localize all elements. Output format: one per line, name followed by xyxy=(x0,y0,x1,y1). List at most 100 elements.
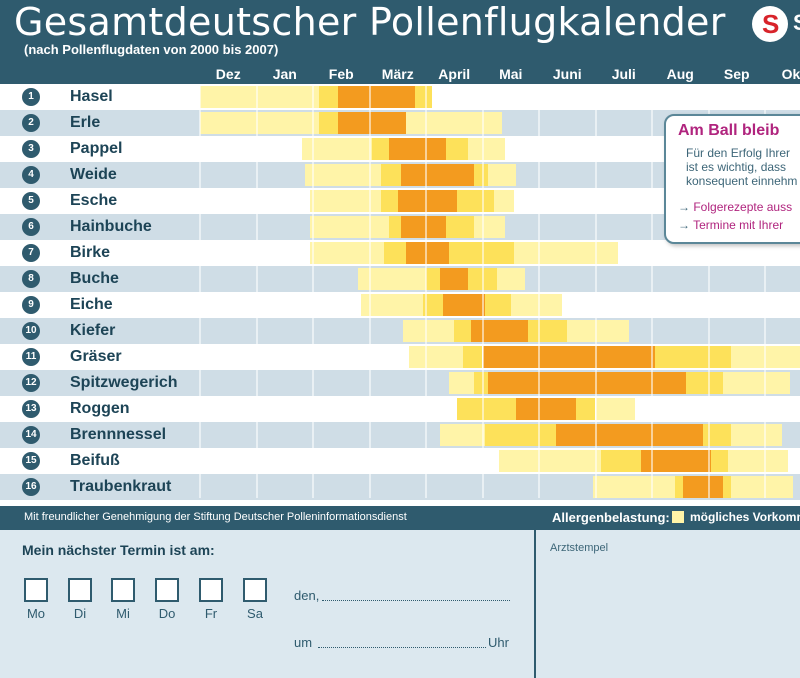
day-label-sa: Sa xyxy=(247,606,263,621)
note-line: konsequent einnehm xyxy=(686,174,798,188)
month-label: Aug xyxy=(666,66,694,82)
plant-name: Brennnessel xyxy=(70,426,167,443)
footer-band: Mit freundlicher Genehmigung der Stiftun… xyxy=(0,506,800,530)
pollen-segment-moderate xyxy=(400,216,446,238)
pollen-segment-possible xyxy=(310,216,390,238)
pollen-segment-weak xyxy=(445,216,475,238)
time-field[interactable] xyxy=(318,647,486,648)
month-gridline xyxy=(199,84,201,498)
pollen-segment-possible xyxy=(496,268,525,290)
pollen-segment-possible xyxy=(409,346,463,368)
pollen-segment-moderate xyxy=(440,268,469,290)
plant-number-badge: 4 xyxy=(22,166,40,184)
note-link-folgerezepte[interactable]: → Folgerezepte auss xyxy=(678,200,792,214)
appointment-label: Mein nächster Termin ist am: xyxy=(22,542,215,558)
logo-text: S xyxy=(793,10,800,36)
time-label: um xyxy=(294,635,313,650)
day-label-fr: Fr xyxy=(204,606,218,621)
plant-name: Roggen xyxy=(70,400,130,417)
legend-label: Allergenbelastung: xyxy=(552,510,670,525)
month-label: April xyxy=(438,66,471,82)
plant-row xyxy=(0,396,800,422)
plant-name: Hasel xyxy=(70,88,113,105)
page-subtitle: (nach Pollenflugdaten von 2000 bis 2007) xyxy=(24,42,279,57)
plant-name: Birke xyxy=(70,244,111,261)
day-checkbox-di[interactable] xyxy=(68,578,92,602)
note-body: Für den Erfolg Ihrer ist es wichtig, das… xyxy=(686,146,797,188)
month-label: Sep xyxy=(723,66,750,82)
month-gridline xyxy=(594,84,597,498)
day-checkbox-sa[interactable] xyxy=(243,578,267,602)
pollen-segment-weak xyxy=(445,138,469,160)
note-title: Am Ball bleib xyxy=(678,122,780,139)
month-label: Dez xyxy=(215,66,241,82)
plant-name: Weide xyxy=(70,166,117,183)
pollen-segment-possible xyxy=(358,268,426,290)
form-divider xyxy=(534,530,536,678)
month-label: Mai xyxy=(499,66,523,82)
month-label: Juli xyxy=(611,66,636,82)
pollen-segment-weak xyxy=(372,138,390,160)
pollen-segment-moderate xyxy=(640,450,712,472)
pollen-segment-moderate xyxy=(338,112,407,134)
arrow-right-icon: → xyxy=(678,218,690,232)
plant-number-badge: 1 xyxy=(22,88,40,106)
pollen-segment-possible xyxy=(731,424,782,446)
pollen-segment-possible xyxy=(513,242,619,264)
plant-name: Hainbuche xyxy=(70,218,152,235)
pollen-segment-possible xyxy=(493,190,514,212)
pollen-segment-moderate xyxy=(516,398,576,420)
month-label: März xyxy=(381,66,414,82)
pollen-segment-possible xyxy=(731,476,794,498)
pollen-segment-weak xyxy=(423,294,443,316)
month-label: Okt xyxy=(781,66,800,82)
month-gridline xyxy=(312,84,314,498)
day-checkbox-mo[interactable] xyxy=(24,578,48,602)
pollen-segment-possible xyxy=(468,138,506,160)
pollen-segment-weak xyxy=(722,476,732,498)
pollen-segment-weak xyxy=(685,372,723,394)
pollen-segment-possible xyxy=(722,372,791,394)
pollen-segment-weak xyxy=(702,424,732,446)
month-gridline xyxy=(764,84,766,498)
plant-number-badge: 16 xyxy=(22,478,40,496)
day-checkbox-fr[interactable] xyxy=(199,578,223,602)
month-gridline xyxy=(425,84,427,498)
logo-letter: S xyxy=(762,9,780,39)
pollen-segment-weak xyxy=(485,294,511,316)
plant-row xyxy=(0,318,800,344)
note-line: Für den Erfolg Ihrer xyxy=(686,146,791,160)
day-checkbox-mi[interactable] xyxy=(111,578,135,602)
plant-number-badge: 5 xyxy=(22,192,40,210)
plant-number-badge: 8 xyxy=(22,270,40,288)
pollen-segment-moderate xyxy=(488,372,686,394)
pollen-segment-weak xyxy=(318,86,339,108)
plant-name: Traubenkraut xyxy=(70,478,172,495)
pollen-segment-possible xyxy=(448,372,475,394)
pollen-segment-moderate xyxy=(338,86,415,108)
plant-name: Gräser xyxy=(70,348,122,365)
pollen-segment-possible xyxy=(304,164,381,186)
note-link-termine[interactable]: → Termine mit Ihrer xyxy=(678,218,783,232)
plant-name: Kiefer xyxy=(70,322,116,339)
pollen-segment-weak xyxy=(318,112,339,134)
pollen-segment-possible xyxy=(474,216,506,238)
plant-number-badge: 13 xyxy=(22,400,40,418)
plant-number-badge: 7 xyxy=(22,244,40,262)
plant-name: Buche xyxy=(70,270,119,287)
note-line: ist es wichtig, dass xyxy=(686,160,787,174)
date-field[interactable] xyxy=(322,600,510,601)
doctor-stamp-area[interactable]: Arztstempel xyxy=(536,530,800,678)
legend-text: mögliches Vorkomn xyxy=(690,510,800,524)
pollen-segment-weak xyxy=(474,372,489,394)
pollen-segment-weak xyxy=(485,424,556,446)
plant-number-badge: 15 xyxy=(22,452,40,470)
pollen-segment-weak xyxy=(389,216,401,238)
pollen-segment-weak xyxy=(426,268,441,290)
month-gridline xyxy=(481,84,484,498)
pollen-segment-weak xyxy=(601,450,641,472)
month-label: Feb xyxy=(328,66,354,82)
pollen-segment-moderate xyxy=(400,164,474,186)
pollen-segment-weak xyxy=(383,242,407,264)
day-checkbox-do[interactable] xyxy=(155,578,179,602)
